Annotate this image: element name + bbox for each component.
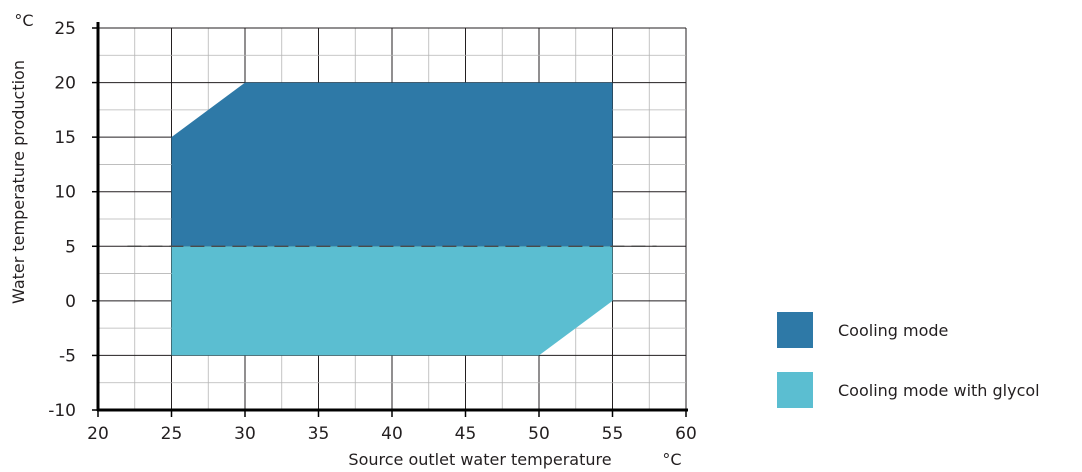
x-tick-label: 35	[308, 424, 330, 444]
series-area-cooling-mode-glycol	[171, 246, 613, 356]
x-tick-label: 30	[234, 424, 256, 444]
y-tick-label: 15	[54, 128, 76, 148]
x-tick-label: 60	[675, 424, 697, 444]
x-axis-unit: °C	[662, 450, 681, 469]
x-axis-title: Source outlet water temperature	[348, 450, 611, 469]
series-area-cooling-mode	[171, 82, 613, 247]
y-tick-label: -5	[59, 346, 76, 366]
legend-label-cooling-mode-glycol: Cooling mode with glycol	[838, 381, 1040, 400]
legend-swatch-cooling-mode-glycol	[777, 372, 813, 408]
x-tick-label: 25	[161, 424, 183, 444]
y-tick-label: 5	[65, 237, 76, 257]
y-tick-label: 10	[54, 183, 76, 203]
legend: Cooling mode Cooling mode with glycol	[777, 312, 1040, 408]
x-tick-label: 55	[602, 424, 624, 444]
x-tick-label: 50	[528, 424, 550, 444]
y-tick-labels: -10 -5 0 5 10 15 20 25	[48, 19, 76, 421]
x-tick-label: 20	[87, 424, 109, 444]
x-tick-label: 40	[381, 424, 403, 444]
y-axis-unit: °C	[14, 11, 33, 30]
y-tick-label: 25	[54, 19, 76, 39]
y-tick-label: 0	[65, 292, 76, 312]
y-axis-title: Water temperature production	[9, 60, 28, 304]
y-tick-label: -10	[48, 401, 76, 421]
axes	[92, 22, 688, 417]
x-tick-label: 45	[455, 424, 477, 444]
x-tick-labels: 20 25 30 35 40 45 50 55 60	[87, 424, 697, 444]
plot-area	[171, 82, 613, 356]
legend-label-cooling-mode: Cooling mode	[838, 321, 948, 340]
y-tick-label: 20	[54, 74, 76, 94]
legend-swatch-cooling-mode	[777, 312, 813, 348]
